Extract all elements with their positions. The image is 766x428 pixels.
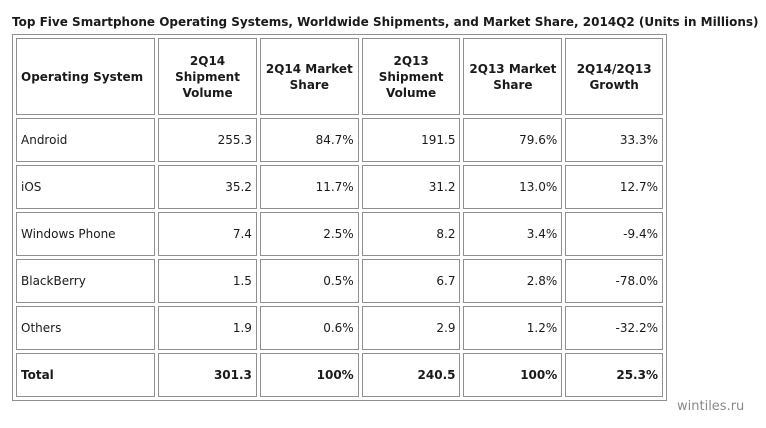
header-growth: 2Q14/2Q13 Growth: [565, 38, 663, 115]
growth-cell: -78.0%: [565, 259, 663, 303]
total-label-cell: Total: [16, 353, 156, 397]
share-2q13-cell: 79.6%: [463, 118, 563, 162]
table-row-windows-phone: Windows Phone 7.4 2.5% 8.2 3.4% -9.4%: [16, 212, 663, 256]
ship-2q14-cell: 1.9: [158, 306, 257, 350]
share-2q13-cell: 3.4%: [463, 212, 563, 256]
share-2q14-cell: 0.6%: [259, 306, 359, 350]
header-2q14-market-share: 2Q14 Market Share: [259, 38, 359, 115]
total-share-2q14-cell: 100%: [259, 353, 359, 397]
growth-cell: 33.3%: [565, 118, 663, 162]
share-2q13-cell: 13.0%: [463, 165, 563, 209]
ship-2q13-cell: 31.2: [361, 165, 461, 209]
table-row-blackberry: BlackBerry 1.5 0.5% 6.7 2.8% -78.0%: [16, 259, 663, 303]
os-name-cell: Android: [16, 118, 156, 162]
header-2q13-market-share: 2Q13 Market Share: [463, 38, 563, 115]
header-operating-system: Operating System: [16, 38, 156, 115]
table-row-others: Others 1.9 0.6% 2.9 1.2% -32.2%: [16, 306, 663, 350]
share-2q14-cell: 11.7%: [259, 165, 359, 209]
ship-2q13-cell: 191.5: [361, 118, 461, 162]
share-2q13-cell: 2.8%: [463, 259, 563, 303]
header-2q14-shipment-volume: 2Q14 Shipment Volume: [158, 38, 257, 115]
growth-cell: -32.2%: [565, 306, 663, 350]
table-row-android: Android 255.3 84.7% 191.5 79.6% 33.3%: [16, 118, 663, 162]
os-name-cell: Windows Phone: [16, 212, 156, 256]
total-share-2q13-cell: 100%: [463, 353, 563, 397]
header-row: Operating System 2Q14 Shipment Volume 2Q…: [16, 38, 663, 115]
ship-2q13-cell: 8.2: [361, 212, 461, 256]
ship-2q13-cell: 2.9: [361, 306, 461, 350]
site-watermark: wintiles.ru: [677, 399, 745, 414]
table-row-total: Total 301.3 100% 240.5 100% 25.3%: [16, 353, 663, 397]
total-growth-cell: 25.3%: [565, 353, 663, 397]
growth-cell: -9.4%: [565, 212, 663, 256]
header-2q13-shipment-volume: 2Q13 Shipment Volume: [361, 38, 461, 115]
share-2q13-cell: 1.2%: [463, 306, 563, 350]
share-2q14-cell: 2.5%: [259, 212, 359, 256]
ship-2q14-cell: 7.4: [158, 212, 257, 256]
total-ship-2q13-cell: 240.5: [361, 353, 461, 397]
table-title: Top Five Smartphone Operating Systems, W…: [12, 15, 759, 29]
growth-cell: 12.7%: [565, 165, 663, 209]
os-name-cell: BlackBerry: [16, 259, 156, 303]
total-ship-2q14-cell: 301.3: [158, 353, 257, 397]
shipments-table-container: Operating System 2Q14 Shipment Volume 2Q…: [12, 34, 667, 401]
os-name-cell: iOS: [16, 165, 156, 209]
ship-2q13-cell: 6.7: [361, 259, 461, 303]
ship-2q14-cell: 255.3: [158, 118, 257, 162]
ship-2q14-cell: 1.5: [158, 259, 257, 303]
share-2q14-cell: 84.7%: [259, 118, 359, 162]
share-2q14-cell: 0.5%: [259, 259, 359, 303]
shipments-table: Operating System 2Q14 Shipment Volume 2Q…: [12, 34, 667, 401]
os-name-cell: Others: [16, 306, 156, 350]
table-row-ios: iOS 35.2 11.7% 31.2 13.0% 12.7%: [16, 165, 663, 209]
ship-2q14-cell: 35.2: [158, 165, 257, 209]
